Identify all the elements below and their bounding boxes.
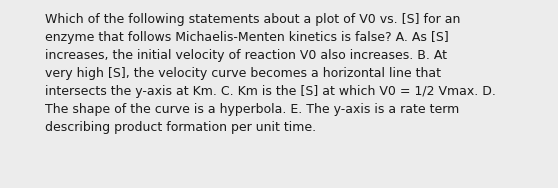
Text: Which of the following statements about a plot of V0 vs. [S] for an
enzyme that : Which of the following statements about … [45, 13, 496, 134]
